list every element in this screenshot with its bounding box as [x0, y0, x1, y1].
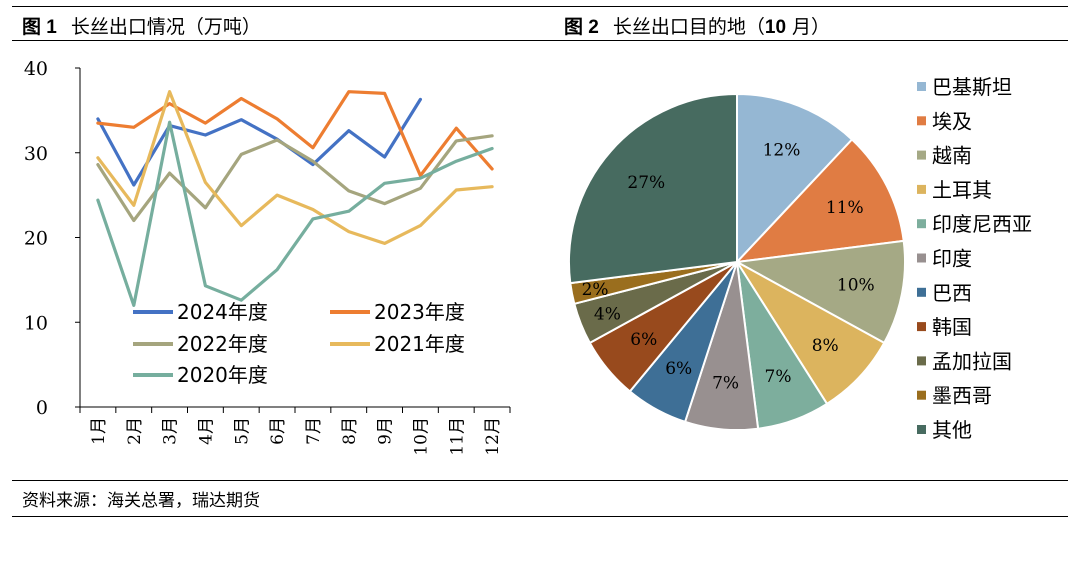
y-tick-label: 0: [36, 397, 48, 419]
destination-pie-chart: 12% 11% 10% 8% 7% 7% 6% 6% 4% 2% 27% 巴基斯坦埃及越南土耳其印度尼…: [567, 75, 1032, 442]
legend-swatch: [917, 219, 926, 229]
legend-label: 墨西哥: [932, 384, 992, 408]
figure1-number: 图 1: [22, 17, 57, 38]
slice-label: 4%: [594, 304, 621, 324]
export-line-chart: 0 10 20 30 40 1月 2月 3月 4月 5月 6月 7月 8月 9月 10月 11月 12月 2024…: [24, 58, 511, 456]
x-tick-label: 1月: [89, 417, 109, 445]
x-tick-label: 12月: [483, 417, 503, 456]
figure2-number: 图 2: [564, 17, 599, 38]
slice-label: 7%: [765, 367, 792, 387]
legend-label: 2022年度: [177, 332, 268, 356]
pie-slice: [733, 239, 907, 345]
y-tick-label: 10: [24, 312, 48, 334]
x-tick-label: 8月: [340, 417, 360, 445]
y-tick-label: 40: [24, 58, 48, 80]
series-line: [96, 134, 494, 223]
series-line: [96, 90, 494, 245]
legend-label: 土耳其: [932, 178, 992, 202]
legend-label: 巴基斯坦: [932, 75, 1012, 99]
source-note: 资料来源：海关总署，瑞达期货: [22, 491, 260, 511]
x-tick-label: 11月: [447, 417, 467, 456]
legend-label: 孟加拉国: [932, 349, 1012, 373]
legend-swatch: [917, 322, 926, 332]
figure1-header: 图 1 长丝出口情况（万吨）: [22, 12, 261, 39]
legend-swatch: [917, 390, 926, 400]
x-tick-label: 7月: [304, 417, 324, 445]
top-rule: [12, 6, 1068, 7]
figure2-title-suffix: 月）: [786, 16, 831, 38]
slice-label: 8%: [812, 336, 839, 356]
slice-label: 11%: [826, 198, 864, 218]
legend-label: 越南: [932, 144, 972, 168]
legend-swatch: [917, 425, 926, 434]
legend-label: 2024年度: [177, 300, 268, 324]
pie-slice: [736, 92, 854, 265]
slice-label: 10%: [837, 276, 875, 296]
slice-label: 6%: [665, 359, 692, 379]
legend-swatch: [917, 356, 926, 366]
x-tick-label: 2月: [125, 417, 145, 445]
series-line: [96, 97, 422, 187]
series-line: [96, 120, 494, 307]
legend-label: 埃及: [932, 109, 972, 133]
line-legend: 2024年度 2023年度 2022年度 2021年度 2020年度: [133, 300, 465, 387]
figure2-title-month: 10: [764, 17, 787, 38]
footer-bottom-rule: [12, 516, 1068, 517]
slice-label: 7%: [712, 373, 739, 393]
slice-label: 2%: [582, 280, 609, 300]
legend-swatch: [917, 287, 926, 297]
legend-label: 韩国: [932, 315, 972, 339]
slice-label: 27%: [627, 173, 665, 193]
legend-label: 印度尼西亚: [932, 212, 1032, 236]
legend-swatch: [917, 116, 926, 126]
figure2-title-prefix: 长丝出口目的地（: [612, 16, 765, 38]
x-tick-label: 9月: [376, 417, 396, 445]
slice-label: 12%: [763, 141, 801, 161]
x-tick-label: 5月: [232, 417, 252, 445]
legend-swatch: [917, 150, 926, 160]
legend-label: 2020年度: [177, 363, 268, 387]
figure2-header: 图 2 长丝出口目的地（10 月）: [564, 12, 830, 39]
x-tick-label: 10月: [411, 417, 431, 456]
header-rule: [12, 40, 1068, 41]
footer-top-rule: [12, 480, 1068, 481]
pie-slice: [567, 92, 738, 285]
legend-label: 2023年度: [374, 300, 465, 324]
legend-swatch: [917, 82, 926, 91]
y-tick-label: 20: [24, 228, 48, 250]
y-tick-label: 30: [24, 143, 48, 165]
x-tick-label: 3月: [161, 417, 181, 445]
slice-label: 6%: [630, 330, 657, 350]
figure1-title: 长丝出口情况（万吨）: [70, 16, 261, 38]
legend-label: 其他: [932, 418, 972, 442]
x-tick-label: 4月: [196, 417, 216, 445]
legend-label: 巴西: [932, 281, 972, 305]
legend-swatch: [917, 184, 926, 194]
legend-swatch: [917, 253, 926, 263]
x-tick-label: 6月: [268, 417, 288, 445]
legend-label: 2021年度: [374, 332, 465, 356]
legend-label: 印度: [932, 247, 972, 271]
pie-slice: [734, 138, 905, 264]
